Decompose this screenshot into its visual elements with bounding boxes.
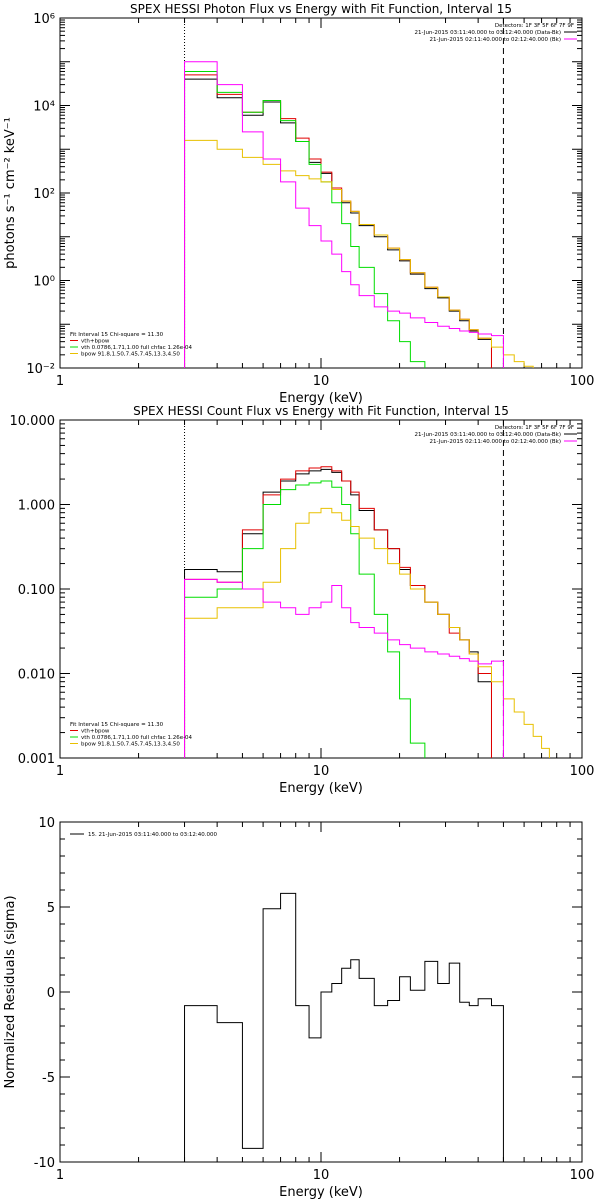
x-tick-label: 1 bbox=[56, 764, 64, 779]
y-tick-label: -5 bbox=[42, 1071, 55, 1086]
series-line-vth bbox=[184, 70, 426, 368]
chart-panel-2 bbox=[59, 419, 583, 759]
legend-entry: bpow 91.8,1.50,7.45,7.45,13.3,4.50 bbox=[81, 352, 180, 358]
legend-entry: vth 0.0786,1.71,1.00 full chfac 1.26e-04 bbox=[81, 735, 193, 741]
x-tick-label: 100 bbox=[570, 1168, 595, 1183]
x-tick-label: 10 bbox=[313, 374, 330, 389]
y-tick-label: 1.000 bbox=[18, 499, 55, 514]
y-tick-label: -10 bbox=[34, 1156, 55, 1171]
series-group bbox=[184, 466, 550, 758]
y-tick-label: 10⁰ bbox=[33, 275, 55, 290]
legend-entry: vth+bpow bbox=[81, 339, 110, 345]
legend-entry: vth+bpow bbox=[81, 729, 110, 735]
series-line-vth_bpow bbox=[184, 466, 492, 758]
x-axis-label: Energy (keV) bbox=[279, 781, 363, 796]
x-tick-label: 10 bbox=[313, 1168, 330, 1183]
x-tick-label: 100 bbox=[570, 764, 595, 779]
y-tick-label: 0.001 bbox=[18, 752, 55, 767]
series-line-bpow bbox=[184, 139, 534, 368]
x-axis-label: Energy (keV) bbox=[279, 1185, 363, 1200]
y-tick-label: 10² bbox=[33, 187, 55, 202]
x-tick-label: 1 bbox=[56, 374, 64, 389]
y-tick-label: 10⁶ bbox=[33, 12, 55, 27]
y-tick-label: 5 bbox=[47, 901, 55, 916]
y-tick-label: 10⁻² bbox=[26, 362, 55, 377]
legend-header: Detectors: 1F 3F 5F 6F 7F 9F bbox=[495, 23, 574, 29]
series-line-background bbox=[184, 578, 504, 758]
series-line-data bbox=[184, 892, 504, 1162]
legend-header: Detectors: 1F 3F 5F 6F 7F 9F bbox=[495, 425, 574, 431]
x-axis-label: Energy (keV) bbox=[279, 391, 363, 406]
x-tick-label: 1 bbox=[56, 1168, 64, 1183]
y-tick-label: 10.000 bbox=[10, 414, 56, 429]
legend-entry: bpow 91.8,1.50,7.45,7.45,13.3,4.50 bbox=[81, 742, 180, 748]
y-tick-label: 0.100 bbox=[18, 583, 55, 598]
series-line-vth bbox=[184, 480, 426, 758]
series-group bbox=[184, 892, 504, 1162]
chart-title: SPEX HESSI Count Flux vs Energy with Fit… bbox=[133, 404, 509, 418]
y-axis-label: photons s⁻¹ cm⁻² keV⁻¹ bbox=[3, 117, 18, 269]
y-tick-label: 0 bbox=[47, 986, 55, 1001]
legend-entry: 21-Jun-2015 03:11:40.000 to 03:12:40.000… bbox=[415, 432, 561, 438]
chart-panel-3 bbox=[59, 821, 583, 1163]
y-tick-label: 10 bbox=[38, 816, 55, 831]
x-tick-label: 10 bbox=[313, 764, 330, 779]
series-line-bpow bbox=[184, 507, 550, 758]
series-line-background bbox=[184, 61, 504, 368]
y-axis-label: Normalized Residuals (sigma) bbox=[3, 895, 18, 1088]
legend-entry: 21-Jun-2015 03:11:40.000 to 03:12:40.000… bbox=[415, 30, 561, 36]
chart-panel-1 bbox=[59, 17, 583, 369]
legend-header: Fit Interval 15 Chi-square = 11.30 bbox=[70, 722, 164, 728]
x-tick-label: 100 bbox=[570, 374, 595, 389]
legend-entry: 21-Jun-2015 02:11:40.000 to 02:12:40.000… bbox=[429, 439, 561, 445]
y-tick-label: 10⁴ bbox=[33, 100, 55, 115]
series-group bbox=[184, 61, 534, 368]
legend-header: Fit Interval 15 Chi-square = 11.30 bbox=[70, 332, 164, 338]
legend-entry: 15. 21-Jun-2015 03:11:40.000 to 03:12:40… bbox=[88, 832, 218, 838]
legend-entry: vth 0.0786,1.71,1.00 full chfac 1.26e-04 bbox=[81, 345, 193, 351]
legend-entry: 21-Jun-2015 02:11:40.000 to 02:12:40.000… bbox=[429, 37, 561, 43]
chart-title: SPEX HESSI Photon Flux vs Energy with Fi… bbox=[130, 2, 512, 16]
y-tick-label: 0.010 bbox=[18, 668, 55, 683]
